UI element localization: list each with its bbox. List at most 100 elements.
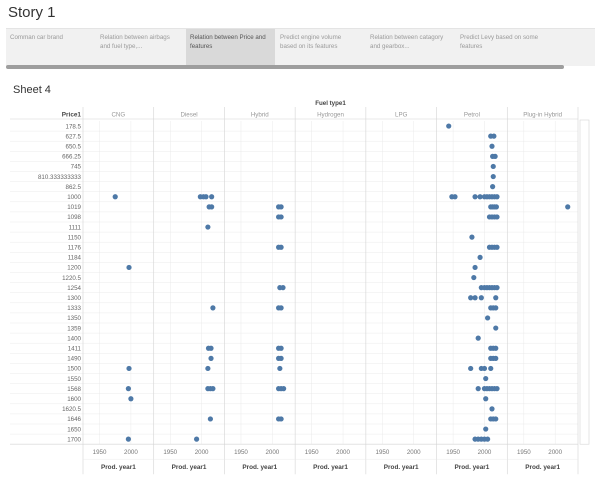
column-header: Plug-in Hybrid <box>523 112 562 119</box>
data-point[interactable] <box>208 345 214 351</box>
x-tick-label: 1950 <box>163 449 177 456</box>
story-horizontal-scrollbar[interactable] <box>6 65 564 69</box>
x-tick-label: 1950 <box>93 449 107 456</box>
data-point[interactable] <box>490 184 496 190</box>
data-point[interactable] <box>112 194 118 200</box>
row-label: 627.5 <box>66 133 82 140</box>
data-point[interactable] <box>469 234 475 240</box>
story-point-3[interactable]: Relation between Price and features <box>186 29 275 65</box>
row-label: 810.333333333 <box>38 174 82 181</box>
x-tick-label: 1950 <box>376 449 390 456</box>
data-point[interactable] <box>278 416 284 422</box>
data-point[interactable] <box>278 345 284 351</box>
data-point[interactable] <box>209 194 215 200</box>
data-point[interactable] <box>277 365 283 372</box>
data-point[interactable] <box>485 315 491 321</box>
x-tick-label: 2000 <box>478 449 492 456</box>
x-axis-title: Prod. year1 <box>101 464 136 471</box>
data-point[interactable] <box>493 295 499 301</box>
data-point[interactable] <box>483 375 489 382</box>
data-point[interactable] <box>493 305 499 311</box>
data-point[interactable] <box>128 396 134 402</box>
vertical-scrollbar[interactable] <box>579 119 590 445</box>
data-point[interactable] <box>483 426 489 432</box>
row-label: 1111 <box>69 224 82 231</box>
data-point[interactable] <box>493 204 499 210</box>
data-point[interactable] <box>483 396 489 402</box>
data-point[interactable] <box>481 365 488 372</box>
data-point[interactable] <box>477 254 483 260</box>
data-point[interactable] <box>491 133 497 139</box>
story-point-2[interactable]: Relation between airbags and fuel type,.… <box>100 34 170 50</box>
data-point[interactable] <box>472 194 478 200</box>
x-tick-label: 1950 <box>517 449 531 456</box>
row-label: 1300 <box>67 295 81 302</box>
x-axis-title: Prod. year1 <box>313 464 348 471</box>
column-header: CNG <box>111 112 125 119</box>
data-point[interactable] <box>205 365 211 372</box>
story-point-5[interactable]: Relation between catagory and gearbox... <box>370 34 444 50</box>
data-point[interactable] <box>126 264 132 271</box>
data-point[interactable] <box>278 204 284 210</box>
data-point[interactable] <box>490 163 496 170</box>
x-axis-title: Prod. year1 <box>525 464 560 471</box>
data-point[interactable] <box>475 335 481 341</box>
data-point[interactable] <box>281 386 287 392</box>
data-point[interactable] <box>477 194 483 200</box>
data-point[interactable] <box>209 204 215 210</box>
story-point-4[interactable]: Predict engine volume based on its featu… <box>280 34 342 50</box>
x-axis-title: Prod. year1 <box>455 464 490 471</box>
row-label: 1350 <box>67 315 81 322</box>
data-point[interactable] <box>485 436 491 442</box>
x-axis-title: Prod. year1 <box>384 464 419 471</box>
data-point[interactable] <box>278 244 284 250</box>
data-point[interactable] <box>203 194 209 200</box>
data-point[interactable] <box>478 295 484 301</box>
data-point[interactable] <box>489 143 495 149</box>
data-point[interactable] <box>452 194 458 200</box>
data-point[interactable] <box>207 416 213 422</box>
data-point[interactable] <box>468 365 474 372</box>
data-point[interactable] <box>278 214 284 220</box>
column-header: Diesel <box>180 112 197 119</box>
data-point[interactable] <box>472 295 478 301</box>
data-point[interactable] <box>475 386 481 392</box>
data-point[interactable] <box>126 365 132 372</box>
data-point[interactable] <box>493 325 499 331</box>
x-tick-label: 2000 <box>548 449 562 456</box>
row-label: 1600 <box>67 396 81 403</box>
row-label: 745 <box>71 164 82 171</box>
data-point[interactable] <box>280 285 286 291</box>
data-point[interactable] <box>494 386 500 392</box>
data-point[interactable] <box>208 355 214 361</box>
data-point[interactable] <box>278 355 284 361</box>
data-point[interactable] <box>468 295 474 301</box>
data-point[interactable] <box>488 365 494 372</box>
data-point[interactable] <box>125 436 131 442</box>
data-point[interactable] <box>493 355 499 361</box>
x-tick-label: 2000 <box>195 449 209 456</box>
data-point[interactable] <box>125 386 131 392</box>
data-point[interactable] <box>493 345 499 351</box>
data-point[interactable] <box>210 305 216 311</box>
story-point-6[interactable]: Predict Levy based on some features <box>460 34 539 50</box>
data-point[interactable] <box>210 386 216 392</box>
story-point-1[interactable]: Comman car brand <box>10 34 63 41</box>
data-point[interactable] <box>471 274 477 281</box>
data-point[interactable] <box>205 224 211 230</box>
data-point[interactable] <box>494 244 500 250</box>
data-point[interactable] <box>472 264 478 271</box>
data-point[interactable] <box>492 153 498 159</box>
data-point[interactable] <box>493 416 499 422</box>
data-point[interactable] <box>565 204 571 210</box>
data-point[interactable] <box>278 305 284 311</box>
story-title: Story 1 <box>8 4 56 21</box>
data-point[interactable] <box>494 285 500 291</box>
data-point[interactable] <box>489 406 495 412</box>
row-label: 1650 <box>67 426 81 433</box>
data-point[interactable] <box>494 214 500 220</box>
data-point[interactable] <box>193 436 200 442</box>
data-point[interactable] <box>494 194 500 200</box>
data-point[interactable] <box>446 123 452 129</box>
data-point[interactable] <box>490 173 496 180</box>
